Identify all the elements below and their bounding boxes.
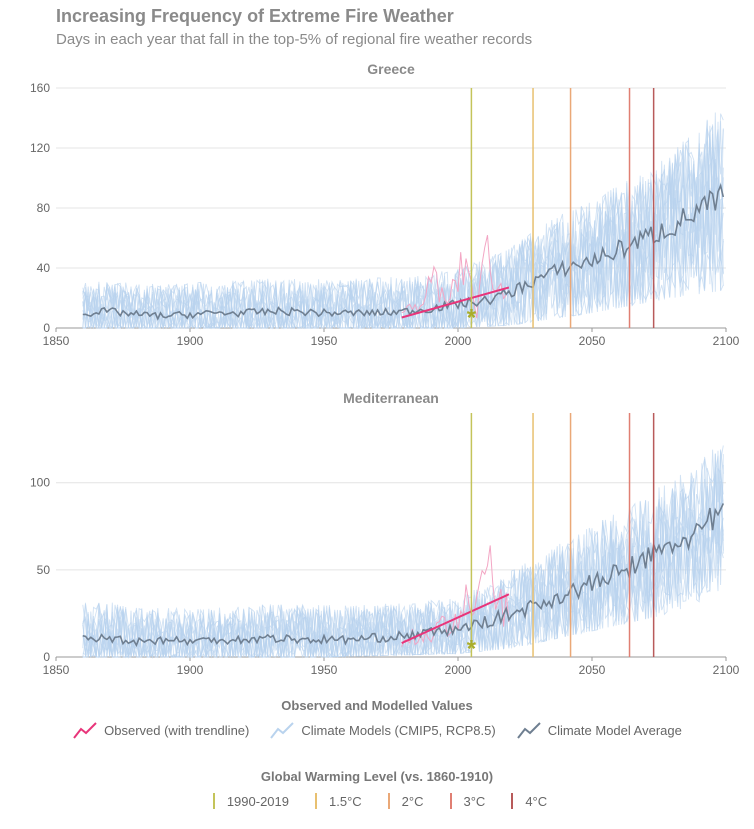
legend-label-2c: 2°C <box>401 793 424 809</box>
legend-item-1-5c: 1.5°C <box>309 792 362 810</box>
x-tick-label: 2050 <box>579 663 606 677</box>
y-tick-label: 80 <box>37 201 51 215</box>
level-2c-icon <box>387 793 390 809</box>
legend-label-models: Climate Models (CMIP5, RCP8.5) <box>301 722 496 738</box>
y-tick-label: 0 <box>43 321 50 335</box>
legend-item-1990-2019: 1990-2019 <box>207 792 289 810</box>
legend-label-1-5c: 1.5°C <box>329 793 362 809</box>
y-tick-label: 160 <box>30 81 50 95</box>
legend-label-4c: 4°C <box>525 793 548 809</box>
legend-item-2c: 2°C <box>382 792 424 810</box>
legend-observed: Observed (with trendline) Climate Models… <box>0 720 754 740</box>
greece-plot: 0 40 80 120 160 1850 1900 1950 2000 2050 2100 * <box>30 81 740 348</box>
legend-warming: 1990-2019 1.5°C 2°C 3°C 4°C <box>0 792 754 810</box>
legend-label-observed: Observed (with trendline) <box>104 722 250 738</box>
x-tick-label: 1950 <box>311 334 338 348</box>
model-average-line <box>82 183 725 321</box>
x-tick-label: 1900 <box>177 334 204 348</box>
legend-label-1990-2019: 1990-2019 <box>226 793 289 809</box>
x-tick-label: 2050 <box>579 334 606 348</box>
legend-item-4c: 4°C <box>505 792 547 810</box>
observed-line <box>401 545 510 647</box>
legend-observed-title: Observed and Modelled Values <box>281 698 473 713</box>
models-line-icon <box>270 722 295 739</box>
observed-trendline <box>401 286 510 319</box>
legend-item-3c: 3°C <box>444 792 486 810</box>
legend-item-observed: Observed (with trendline) <box>72 720 249 740</box>
x-tick-label: 1850 <box>43 663 70 677</box>
x-tick-label: 2000 <box>445 663 472 677</box>
legend-item-average: Climate Model Average <box>516 720 682 740</box>
y-tick-label: 40 <box>37 261 51 275</box>
model-line <box>82 128 724 330</box>
x-tick-label: 2000 <box>445 334 472 348</box>
observed-line-icon <box>73 722 97 739</box>
panel-title-mediterranean: Mediterranean <box>343 390 439 406</box>
x-tick-label: 2100 <box>713 334 740 348</box>
x-tick-label: 1950 <box>311 663 338 677</box>
chart-subtitle: Days in each year that fall in the top-5… <box>56 31 533 48</box>
observed-marker-icon: * <box>467 635 477 662</box>
model-line <box>82 112 724 330</box>
level-1-5c-icon <box>315 793 317 809</box>
y-tick-label: 100 <box>30 476 50 490</box>
observed-marker-icon: * <box>467 305 477 332</box>
y-tick-label: 0 <box>43 650 50 664</box>
mediterranean-plot: 0 50 100 1850 1900 1950 2000 2050 2100 * <box>30 413 740 677</box>
y-tick-label: 50 <box>37 563 51 577</box>
average-line-icon <box>516 722 541 739</box>
model-line <box>82 125 724 330</box>
chart-title: Increasing Frequency of Extreme Fire Wea… <box>56 6 454 26</box>
y-tick-label: 120 <box>30 141 50 155</box>
model-average-line <box>82 503 725 648</box>
level-1990-2019-icon <box>212 793 215 809</box>
panel-title-greece: Greece <box>367 61 415 77</box>
x-tick-label: 1900 <box>177 663 204 677</box>
level-3c-icon <box>449 793 452 809</box>
model-line <box>82 455 724 659</box>
model-line <box>82 470 724 659</box>
observed-trendline <box>401 593 510 644</box>
legend-label-3c: 3°C <box>463 793 486 809</box>
legend-warming-title: Global Warming Level (vs. 1860-1910) <box>260 769 494 784</box>
x-tick-label: 2100 <box>713 663 740 677</box>
legend-label-average: Climate Model Average <box>547 722 682 738</box>
observed-line <box>401 234 510 319</box>
level-4c-icon <box>511 793 514 809</box>
x-tick-label: 1850 <box>43 334 70 348</box>
legend-item-models: Climate Models (CMIP5, RCP8.5) <box>269 720 496 740</box>
